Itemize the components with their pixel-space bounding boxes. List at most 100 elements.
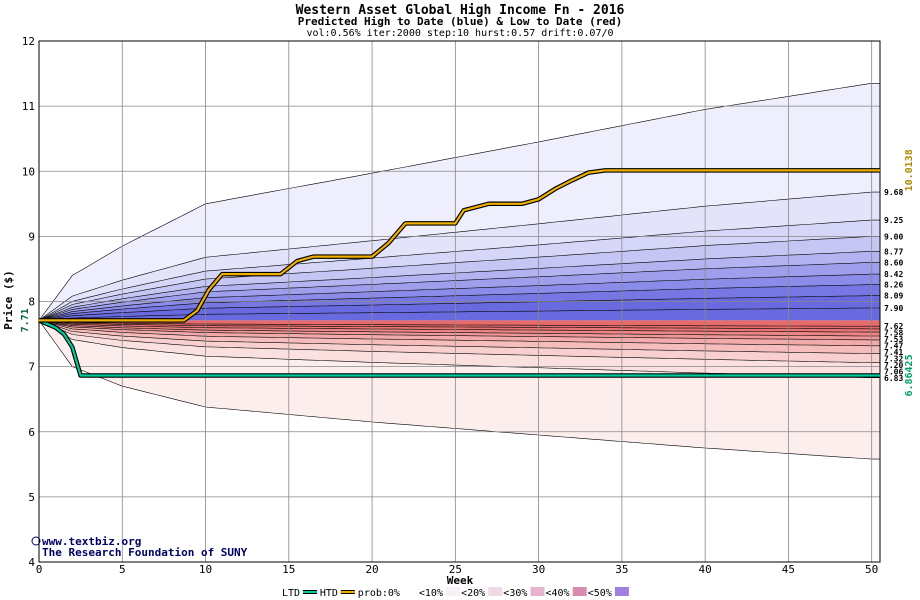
y-tick-label: 10 xyxy=(22,165,35,178)
low-band xyxy=(39,320,880,363)
low-band xyxy=(39,320,880,333)
low-band xyxy=(39,320,880,336)
low-quantile-line xyxy=(38,320,880,347)
low-band xyxy=(39,320,880,354)
x-tick-label: 5 xyxy=(119,563,126,576)
low-quantile-line xyxy=(38,320,880,327)
y-tick-label: 8 xyxy=(28,296,35,309)
low-quantile-line xyxy=(38,320,880,337)
plot-area: 0 5 10 15 20 25 30 35 40 45 504567891011129.689.25… xyxy=(20,35,915,576)
high-quantile-line xyxy=(38,262,880,321)
copyright-icon xyxy=(31,536,41,546)
x-tick-label: 50 xyxy=(865,563,878,576)
low-band xyxy=(39,320,880,340)
legend-item-label: <40% xyxy=(546,588,570,599)
low-quantile-label: 7.06 xyxy=(884,368,903,377)
legend-swatch xyxy=(614,587,629,596)
legend-ltd-label: LTD xyxy=(282,588,300,599)
low-quantile-label: 7.20 xyxy=(884,361,903,370)
low-quantile-label: 7.58 xyxy=(884,329,903,338)
low-quantile-label: 7.32 xyxy=(884,355,903,364)
legend-swatch-0 xyxy=(403,587,418,596)
legend-htd-label: HTD xyxy=(320,588,338,599)
high-quantile-label: 8.77 xyxy=(884,247,903,256)
legend-item-label: <30% xyxy=(503,588,527,599)
y-tick-label: 5 xyxy=(28,491,35,504)
y-tick-label: 6 xyxy=(28,426,35,439)
high-quantile-label: 9.68 xyxy=(884,188,903,197)
high-band xyxy=(39,192,880,321)
high-quantile-line xyxy=(38,295,880,321)
legend-item-label: <10% xyxy=(419,588,443,599)
credit-url: www.textbiz.org xyxy=(42,535,141,548)
low-band xyxy=(39,320,880,329)
legend-item-label: <50% xyxy=(588,588,612,599)
legend-prob-label: prob:0% xyxy=(358,588,400,599)
low-quantile-label: 7.53 xyxy=(884,335,903,344)
x-tick-label: 25 xyxy=(449,563,462,576)
x-tick-label: 10 xyxy=(199,563,212,576)
chart-params: vol:0.56% iter:2000 step:10 hurst:0.57 d… xyxy=(306,28,613,39)
high-quantile-label: 8.09 xyxy=(884,292,903,301)
legend-item-label: <20% xyxy=(461,588,485,599)
x-tick-label: 45 xyxy=(782,563,795,576)
low-band xyxy=(39,320,880,346)
chart-title: Western Asset Global High Income Fn - 20… xyxy=(296,3,625,18)
high-band xyxy=(39,236,880,321)
high-quantile-line xyxy=(38,251,880,321)
high-quantile-line xyxy=(38,307,880,321)
low-band xyxy=(39,320,880,327)
x-tick-label: 20 xyxy=(365,563,378,576)
low-quantile-label: 6.83 xyxy=(884,374,903,383)
legend-swatch xyxy=(530,587,545,596)
x-tick-label: 0 xyxy=(36,563,43,576)
high-quantile-label: 8.60 xyxy=(884,258,903,267)
low-quantile-line xyxy=(38,320,880,330)
low-band xyxy=(39,320,880,460)
high-quantile-label: 8.42 xyxy=(884,270,903,279)
high-quantile-label: 9.00 xyxy=(884,232,903,241)
high-band xyxy=(39,83,880,321)
high-band xyxy=(39,284,880,321)
ltd-final-label: 6.86425 xyxy=(904,354,915,396)
high-quantile-line xyxy=(38,236,880,321)
y-tick-label: 7 xyxy=(28,361,35,374)
credit-org: The Research Foundation of SUNY xyxy=(42,546,248,559)
high-quantile-line xyxy=(38,273,880,321)
low-quantile-line xyxy=(38,320,880,354)
y-tick-label: 11 xyxy=(22,100,35,113)
low-quantile-line xyxy=(38,320,880,341)
y-axis-label: Price ($) xyxy=(2,270,15,330)
high-quantile-line xyxy=(38,191,880,321)
high-quantile-line xyxy=(38,83,880,321)
high-quantile-label: 8.26 xyxy=(884,281,903,290)
high-band xyxy=(39,220,880,321)
high-quantile-label: 7.90 xyxy=(884,304,903,313)
high-quantile-line xyxy=(38,219,880,321)
high-quantile-label: 9.25 xyxy=(884,216,903,225)
legend-swatch xyxy=(488,587,503,596)
x-tick-label: 35 xyxy=(615,563,628,576)
htd-final-label: 10.0138 xyxy=(904,149,915,191)
plot-frame xyxy=(38,40,881,563)
x-tick-label: 40 xyxy=(699,563,712,576)
low-quantile-label: 7.47 xyxy=(884,342,903,351)
legend-swatch xyxy=(572,587,587,596)
x-axis-label: Week xyxy=(447,574,474,587)
low-quantile-line xyxy=(38,320,880,363)
y-tick-label: 4 xyxy=(28,556,35,569)
high-band xyxy=(39,308,880,321)
x-tick-label: 30 xyxy=(532,563,545,576)
y-tick-label: 9 xyxy=(28,230,35,243)
high-band xyxy=(39,262,880,321)
low-quantile-line xyxy=(38,320,880,333)
high-to-date-line xyxy=(39,169,880,322)
start-price-label: 7.71 xyxy=(20,308,31,332)
legend: LTD HTD prob:0% <10% <20% <30% <40% <50% xyxy=(282,587,629,599)
low-quantile-label: 7.62 xyxy=(884,322,903,331)
x-tick-label: 15 xyxy=(282,563,295,576)
high-quantile-line xyxy=(38,284,880,321)
low-quantile-line xyxy=(38,320,880,460)
legend-swatch xyxy=(446,587,461,596)
